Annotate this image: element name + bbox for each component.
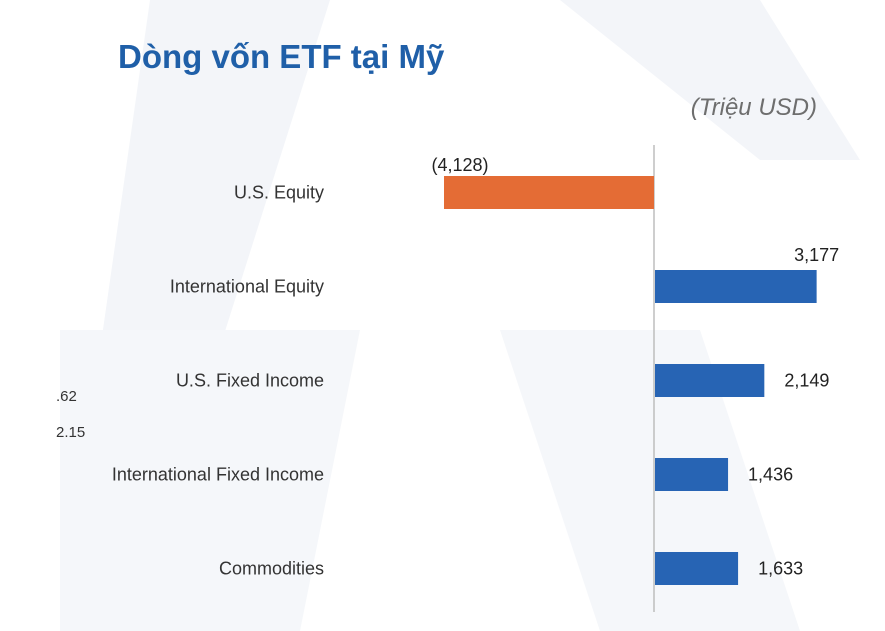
bar-4: [655, 552, 739, 585]
value-label-4: 1,633: [758, 559, 803, 579]
category-label-4: Commodities: [219, 559, 324, 579]
value-label-0: (4,128): [431, 155, 488, 175]
value-label-3: 1,436: [748, 465, 793, 485]
bar-0: [444, 176, 654, 209]
side-fragment-1: .62: [56, 388, 77, 405]
side-fragment-2: 2.15: [56, 424, 86, 441]
value-label-2: 2,149: [784, 371, 829, 391]
bar-1: [655, 270, 817, 303]
bar-2: [655, 364, 765, 397]
page-title: Dòng vốn ETF tại Mỹ: [118, 38, 445, 75]
category-label-0: U.S. Equity: [234, 183, 324, 203]
category-label-1: International Equity: [170, 277, 324, 297]
value-label-1: 3,177: [794, 245, 839, 265]
category-label-2: U.S. Fixed Income: [176, 371, 324, 391]
category-label-3: International Fixed Income: [112, 465, 324, 485]
unit-label: (Triệu USD): [690, 94, 817, 121]
bar-3: [655, 458, 729, 491]
